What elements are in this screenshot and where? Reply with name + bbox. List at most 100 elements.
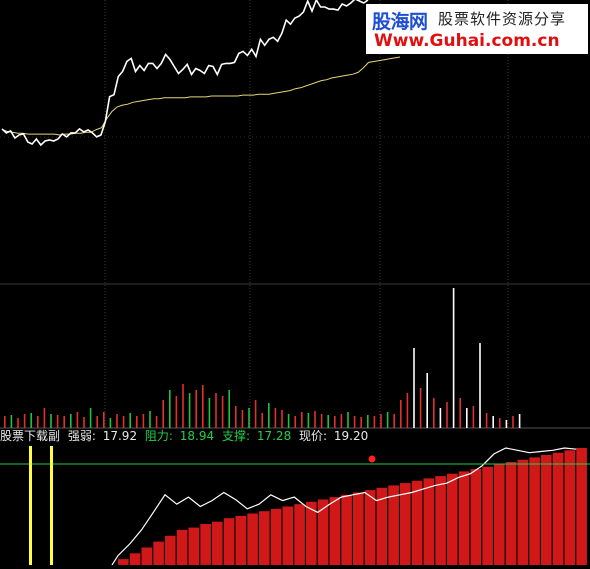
chart-grid — [0, 0, 590, 429]
volume-bar — [433, 398, 435, 428]
volume-bar — [307, 413, 310, 428]
volume-bar — [367, 415, 369, 428]
indicator-legend: 股票下载副 强弱: 17.92 阻力: 18.94 支撑: 17.28 现价: … — [0, 429, 590, 444]
strength-bar — [270, 508, 282, 565]
marker-line-left — [29, 446, 32, 565]
strength-bar — [411, 480, 423, 565]
volume-bar — [274, 408, 277, 428]
volume-bar — [406, 393, 409, 428]
volume-bar — [56, 415, 59, 428]
volume-bar — [380, 414, 382, 428]
watermark-url: Www.Guhai.com.cn — [374, 31, 560, 51]
strength-bar — [505, 462, 517, 565]
volume-bar — [518, 414, 521, 428]
volume-bar — [492, 416, 494, 428]
volume-bar — [373, 416, 376, 428]
volume-bar — [50, 414, 52, 428]
volume-bar — [136, 416, 138, 428]
marker-line-right — [50, 446, 53, 565]
support-label: 支撑: — [221, 429, 251, 443]
volume-bar — [149, 411, 151, 428]
price-line — [1, 0, 369, 147]
volume-bar — [235, 406, 237, 428]
strength-bar — [165, 535, 176, 566]
volume-bar — [202, 385, 204, 428]
support-value: 17.28 — [256, 429, 292, 443]
strength-bar — [200, 524, 211, 565]
strength-line — [111, 447, 577, 566]
strength-bar — [129, 553, 141, 565]
strength-bar — [400, 483, 411, 565]
strength-bar — [576, 448, 587, 565]
volume-bar — [23, 414, 26, 428]
volume-bar — [182, 384, 184, 428]
average-price-line — [1, 56, 401, 136]
volume-bar — [248, 408, 250, 428]
volume-bar — [76, 412, 79, 428]
strength-bar — [564, 450, 576, 565]
volume-bar — [512, 416, 514, 428]
volume-bar — [301, 412, 303, 428]
volume-bar — [413, 348, 415, 428]
volume-bar — [208, 398, 211, 428]
volume-bar — [70, 414, 72, 428]
volume-bar — [241, 410, 244, 428]
volume-bar — [400, 400, 402, 428]
volume-bar — [294, 416, 296, 428]
volume-bar — [175, 396, 178, 428]
strength-bar — [153, 541, 164, 565]
volume-bar — [17, 418, 19, 428]
strength-bar — [541, 455, 552, 565]
volume-bar — [466, 408, 468, 428]
volume-bar — [386, 412, 389, 428]
volume-bar — [393, 414, 395, 428]
volume-bar — [30, 413, 32, 428]
strength-bar — [435, 476, 446, 565]
volume-bar — [459, 398, 461, 428]
volume-bar — [334, 416, 336, 428]
volume-bar — [327, 415, 329, 428]
volume-bar — [221, 396, 224, 428]
volume-bar — [43, 408, 46, 428]
strength-bar — [353, 492, 364, 565]
volume-bar — [360, 417, 362, 428]
volume-bar — [347, 412, 349, 428]
strength-bar — [235, 515, 247, 565]
watermark-banner: 股海网 股票软件资源分享 Www.Guhai.com.cn — [366, 4, 588, 54]
strength-bar — [141, 547, 153, 565]
strength-bar — [423, 478, 435, 565]
strength-bar — [306, 501, 317, 565]
volume-bar — [485, 413, 488, 428]
strength-bar — [482, 466, 493, 565]
volume-bar — [472, 406, 475, 428]
volume-bar — [215, 393, 217, 428]
strength-bar — [364, 490, 376, 565]
volume-bar — [195, 390, 197, 428]
volume-bar — [254, 400, 257, 428]
strength-bars — [118, 448, 587, 566]
volume-bar — [261, 413, 263, 428]
volume-bar — [63, 416, 65, 428]
price-label: 现价: — [299, 429, 328, 443]
price-value: 19.20 — [333, 429, 369, 443]
strength-value: 17.92 — [102, 429, 138, 443]
volume-bar — [37, 416, 39, 428]
resistance-label: 阻力: — [144, 429, 173, 443]
watermark-logo: 股海网 — [372, 11, 428, 33]
strength-bar — [259, 511, 270, 565]
strength-bar — [294, 504, 305, 565]
strength-bar — [223, 518, 235, 565]
strength-bar — [317, 499, 329, 565]
volume-bar — [103, 412, 105, 428]
volume-bar — [96, 416, 98, 428]
volume-bar — [4, 416, 6, 428]
volume-bar — [320, 414, 323, 428]
volume-bar — [10, 415, 13, 428]
watermark-slogan: 股票软件资源分享 — [438, 10, 567, 28]
volume-bar — [142, 414, 145, 428]
volume-bar — [479, 343, 481, 428]
indicator-name: 股票下载副 — [0, 429, 61, 443]
volume-bar — [122, 416, 125, 428]
volume-bar — [155, 416, 158, 428]
